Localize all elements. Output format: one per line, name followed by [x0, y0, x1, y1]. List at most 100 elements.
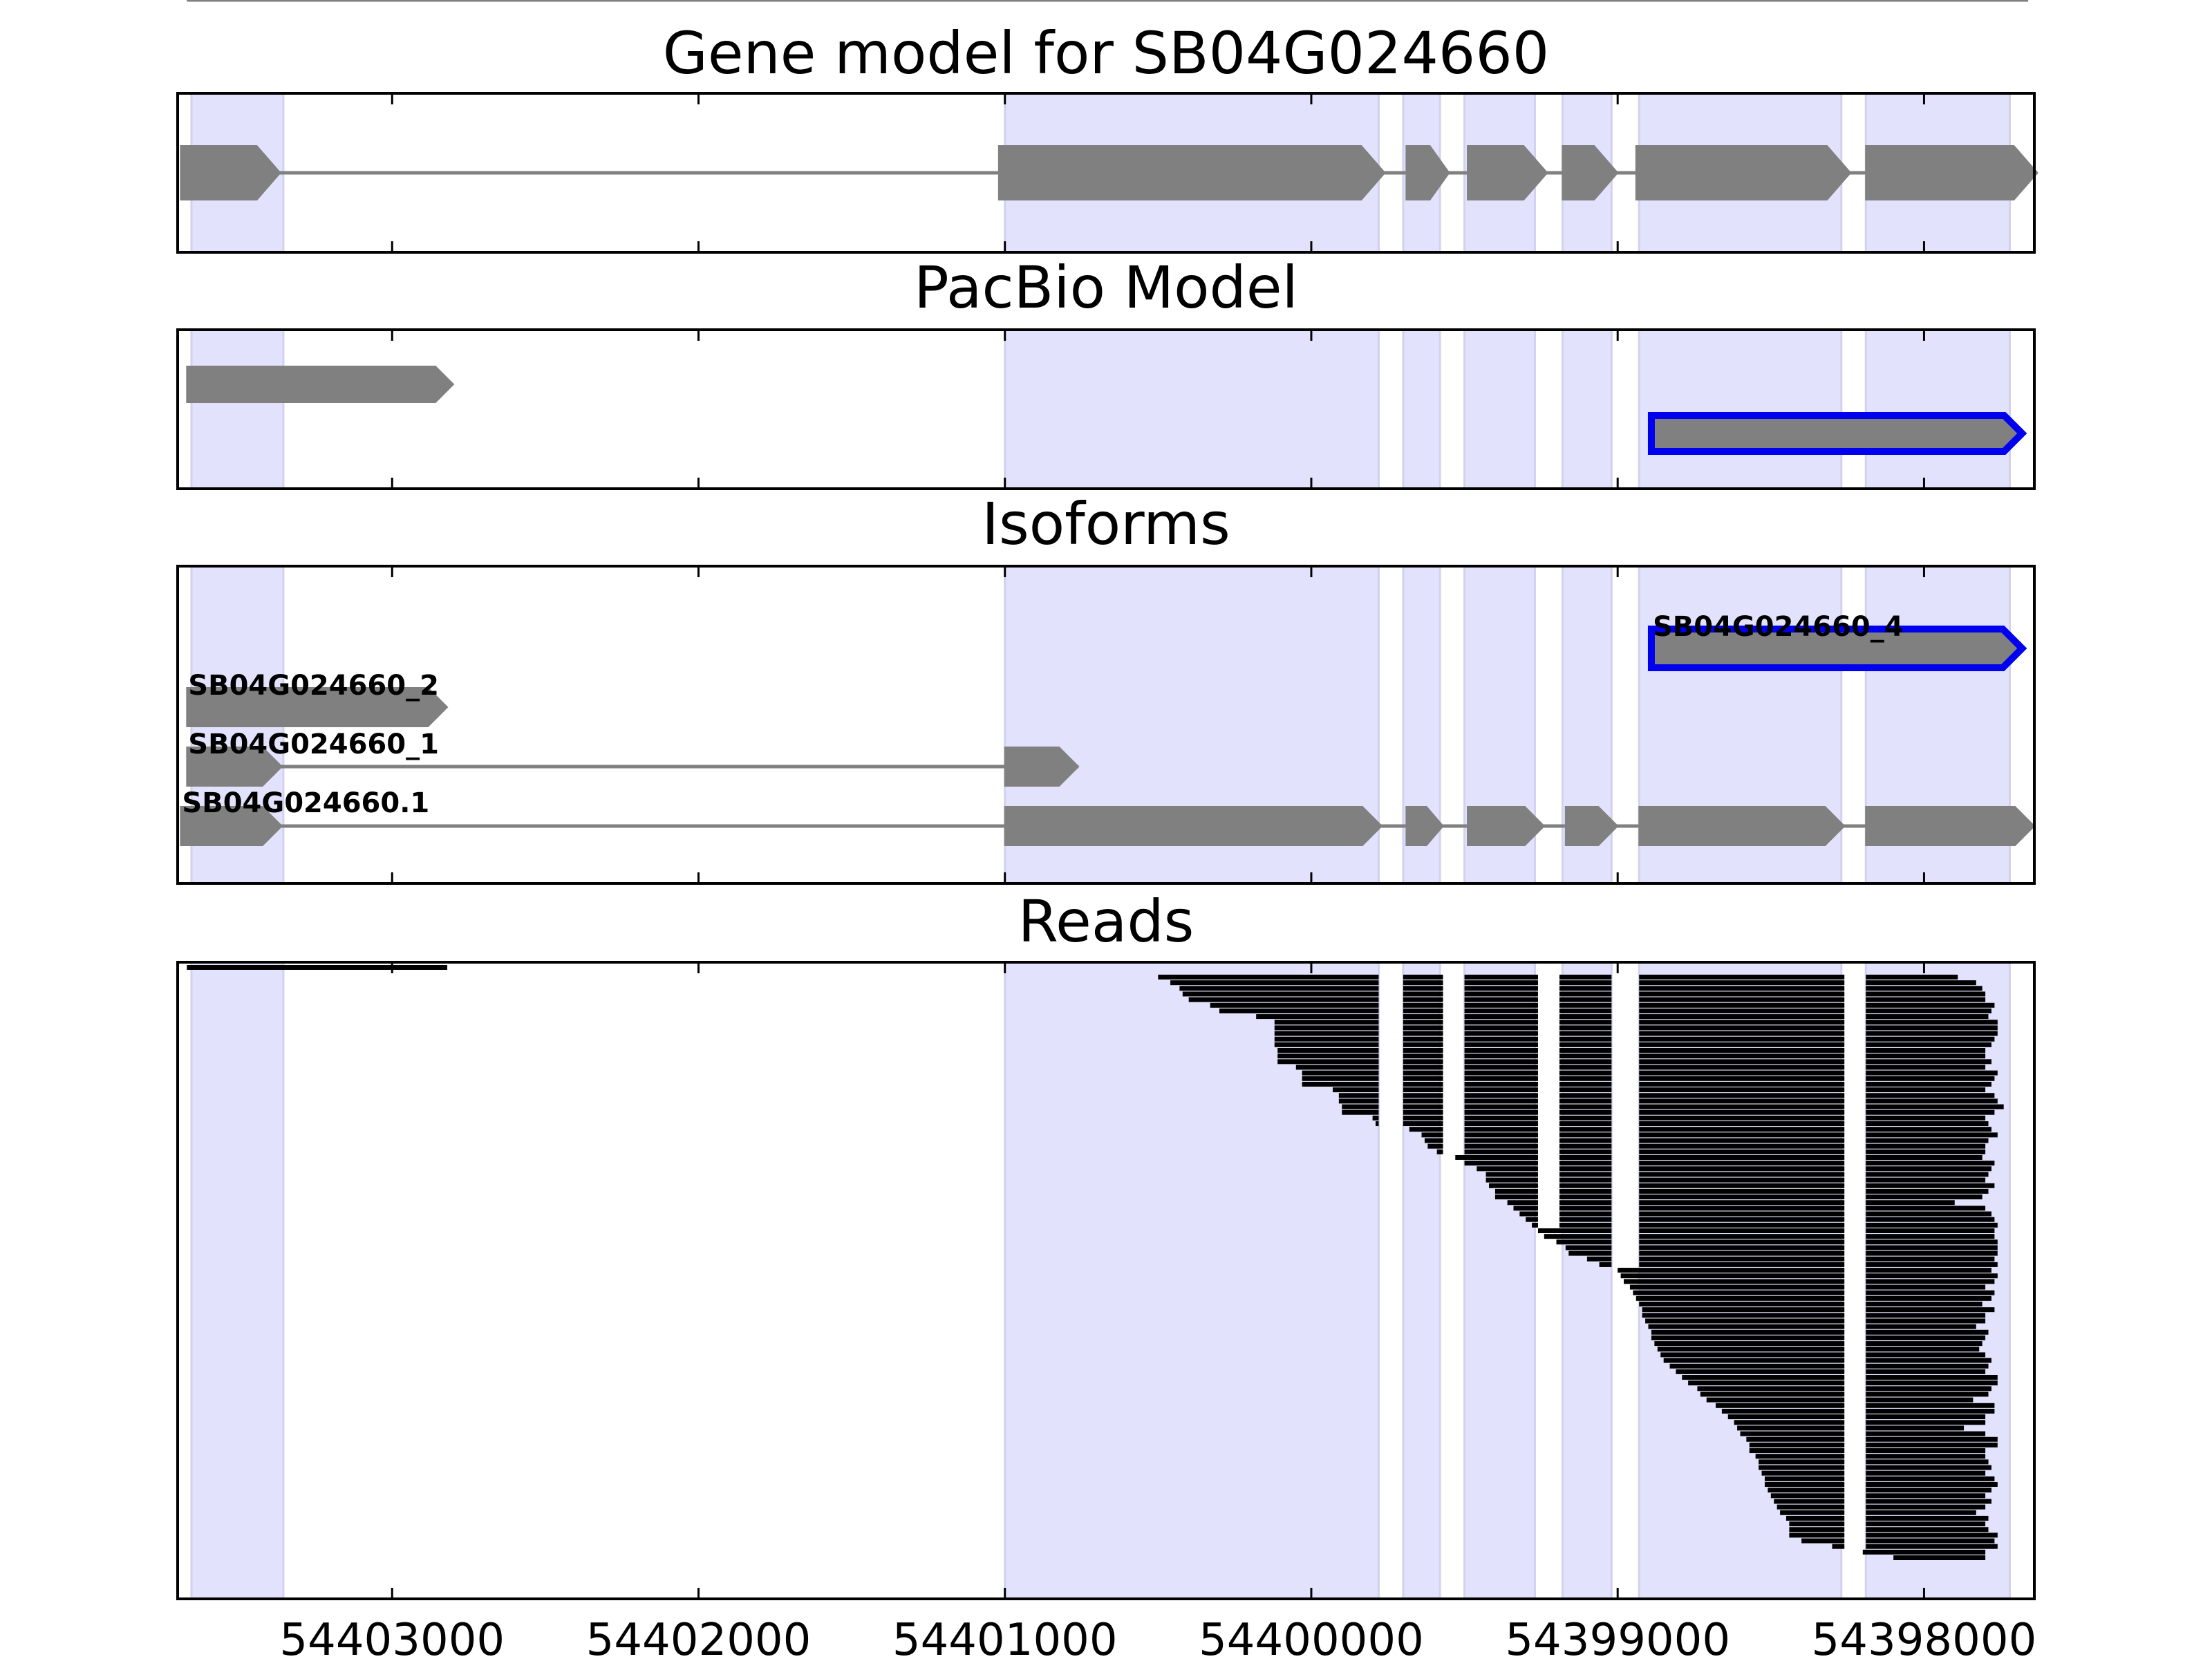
read-segment [1866, 1499, 1991, 1504]
read-segment [1866, 1380, 1998, 1386]
read-segment [1866, 1533, 1998, 1538]
read-segment [1801, 1538, 1845, 1544]
read-segment [1639, 1053, 1845, 1059]
transcript-feature: SB04G024660.1 [180, 787, 2036, 846]
read-segment [1866, 1403, 1995, 1408]
read-segment [1789, 1527, 1845, 1533]
read-segment [1866, 1250, 1998, 1256]
read-segment [1464, 997, 1538, 1002]
read-segment [1559, 1087, 1612, 1093]
read-segment [1485, 1177, 1538, 1183]
read-segment [1866, 1488, 1991, 1493]
read-segment [1559, 1115, 1612, 1121]
read-segment [1866, 1161, 1995, 1166]
read [1789, 1521, 1986, 1527]
read-segment [1559, 1138, 1612, 1143]
read-segment [1716, 1403, 1845, 1408]
read-segment [1648, 1324, 1845, 1329]
read-segment [1302, 1076, 1379, 1081]
exon-region-shade [1004, 328, 1380, 490]
x-tick-label: 54403000 [279, 1615, 505, 1659]
read-segment [1866, 1436, 1998, 1442]
read-segment [1639, 1228, 1845, 1233]
exon-block [186, 366, 455, 403]
read-segment [1464, 1149, 1538, 1154]
read-segment [1639, 1245, 1845, 1250]
read-segment [1866, 1115, 1986, 1121]
read-segment [1403, 1093, 1443, 1098]
read-segment [1866, 1448, 1986, 1454]
read-segment [1639, 1002, 1845, 1008]
read [1544, 1234, 1995, 1239]
read-segment [1866, 1008, 1991, 1013]
read-segment [1639, 1070, 1845, 1076]
read-segment [1866, 1076, 1995, 1081]
read [1801, 1538, 1995, 1544]
read [1645, 1318, 1986, 1324]
read [1740, 1431, 1986, 1436]
read-segment [1639, 1239, 1845, 1245]
read-segment [1866, 1335, 1986, 1340]
read-segment [1559, 1200, 1612, 1206]
read-segment [1464, 1098, 1538, 1104]
read-segment [1639, 1059, 1845, 1065]
read-segment [1639, 1109, 1845, 1115]
read [1182, 991, 1986, 997]
read [1648, 1324, 1976, 1329]
read-segment [1559, 1059, 1612, 1065]
read [1682, 1375, 1998, 1380]
read-segment [1789, 1521, 1845, 1527]
read [1785, 1515, 1989, 1521]
read-segment [1639, 1172, 1845, 1177]
read [1789, 1533, 1998, 1538]
read-segment [1559, 1036, 1612, 1042]
read-segment [1464, 1076, 1538, 1081]
read-segment [1866, 1228, 1995, 1233]
read-segment [1866, 1262, 1998, 1267]
read-segment [1866, 1200, 1955, 1206]
read-segment [1559, 1008, 1612, 1013]
read [1774, 1499, 1991, 1504]
read-segment [1639, 1206, 1845, 1211]
read-segment [1559, 1217, 1612, 1222]
exon-block [180, 145, 281, 200]
read-segment [1866, 1414, 1986, 1420]
read [1277, 1059, 1991, 1065]
exon-block [1638, 806, 1846, 846]
read-segment [1866, 1194, 1983, 1200]
read [1893, 1555, 1986, 1560]
read-segment [1403, 1109, 1443, 1115]
read-segment [1866, 1239, 1998, 1245]
read [1620, 1273, 1998, 1279]
read-segment [1866, 1347, 1980, 1352]
read-segment [1618, 1268, 1845, 1273]
read-segment [1338, 1098, 1379, 1104]
read-segment [1866, 1397, 1974, 1403]
read-segment [1544, 1234, 1612, 1239]
exon-block [1647, 412, 2027, 455]
read [1789, 1527, 1989, 1533]
read-segment [1559, 1048, 1612, 1053]
read-segment [1338, 1093, 1379, 1098]
read-segment [1866, 997, 1986, 1002]
transcript-feature: SB04G024660_2 [186, 670, 449, 727]
read-segment [1489, 1183, 1538, 1188]
read-segment [1866, 1442, 1998, 1447]
transcript-feature [186, 366, 455, 403]
read-segment [1403, 1121, 1443, 1127]
read [1642, 1313, 1986, 1318]
read-segment [1866, 1307, 1995, 1313]
read-segment [1866, 1098, 1998, 1104]
read-segment [1629, 1284, 1845, 1290]
read-segment [1599, 1262, 1612, 1267]
read-segment [1866, 1109, 1995, 1115]
read-segment [1639, 1143, 1845, 1149]
read-segment [1866, 1268, 1991, 1273]
read-segment [1645, 1318, 1845, 1324]
exon-block [1564, 806, 1619, 846]
read-segment [1639, 1188, 1845, 1194]
read-segment [1866, 975, 1958, 980]
read-segment [1764, 1476, 1845, 1481]
read-segment [1559, 1098, 1612, 1104]
read-segment [1219, 1008, 1379, 1013]
